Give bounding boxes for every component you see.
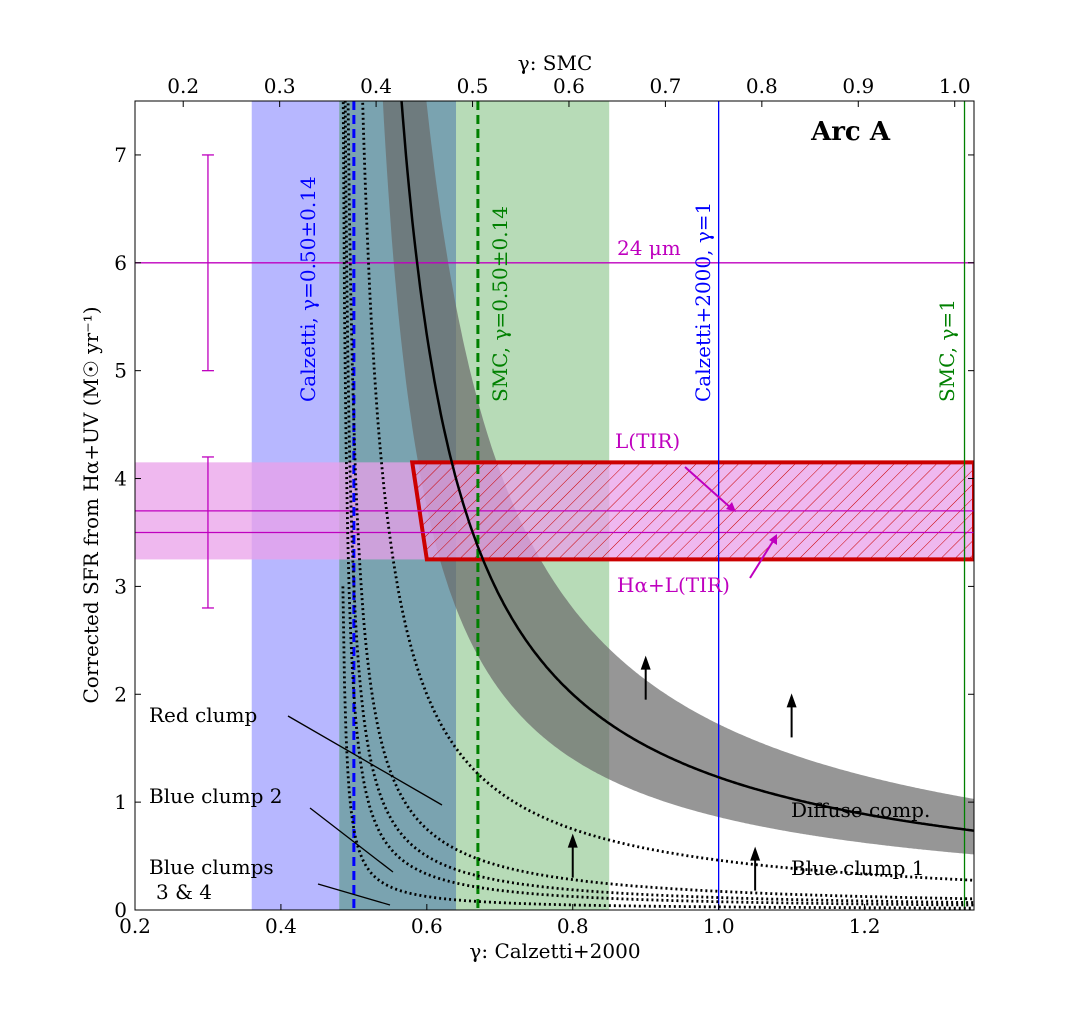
x2-axis-label: γ: SMC <box>518 51 593 75</box>
xtick-label-5: 1.2 <box>849 914 881 938</box>
text-labels: Arc A γ: Calzetti+2000 γ: SMC Corrected … <box>79 51 959 963</box>
x2tick-label-5: 0.7 <box>649 74 681 98</box>
series-blue-clumps-3-4 <box>341 586 974 910</box>
calzetti-gamma1-label: Calzetti+2000, γ=1 <box>691 202 715 402</box>
series-diffuse-comp- <box>361 101 974 882</box>
lower-limit-head-0 <box>640 655 651 670</box>
tir-pointer-head <box>726 502 736 512</box>
xtick-label-3: 0.8 <box>557 914 589 938</box>
red-clump-pointer <box>287 715 443 806</box>
ytick-label-5: 5 <box>114 359 127 383</box>
x2tick-label-4: 0.6 <box>553 74 585 98</box>
calzetti-band-label: Calzetti, γ=0.50±0.14 <box>296 176 320 402</box>
plot-frame <box>134 100 975 911</box>
plot-area <box>135 101 974 910</box>
ir-24um-label: 24 μm <box>617 236 681 260</box>
blue-clumps-34-pointer <box>317 883 391 906</box>
blue-clump-2-pointer <box>309 807 394 873</box>
lower-limit-head-2 <box>567 833 578 848</box>
chart-title: Arc A <box>810 117 891 147</box>
total-uncertainty-band <box>382 101 974 855</box>
tir-pointer <box>684 466 733 510</box>
blue-clump-1-label: Blue clump 1 <box>791 856 925 880</box>
x2tick-label-8: 1.0 <box>939 74 971 98</box>
x2tick-label-1: 0.3 <box>264 74 296 98</box>
ytick-label-3: 3 <box>114 574 127 598</box>
ytick-label-6: 6 <box>114 251 127 275</box>
red-clump-label: Red clump <box>149 703 257 727</box>
y-axis-label: Corrected SFR from Hα+UV (M☉ yr⁻¹) <box>79 306 103 703</box>
ytick-label-4: 4 <box>114 467 127 491</box>
x2tick-label-0: 0.2 <box>167 74 199 98</box>
series-red-clump <box>346 101 974 901</box>
blue-clumps-34-label-2: 3 & 4 <box>156 880 212 904</box>
axes: 0.2 0.4 0.6 0.8 1.0 1.2 0.2 0.3 0.4 0.5 0.6 0.7 0.8 0… <box>114 74 974 938</box>
x-axis-label: γ: Calzetti+2000 <box>469 939 640 963</box>
ha-tir-label: Hα+L(TIR) <box>617 573 730 597</box>
x2tick-label-6: 0.8 <box>746 74 778 98</box>
blue-clumps-34-label-1: Blue clumps <box>149 855 274 879</box>
ytick-label-1: 1 <box>114 790 127 814</box>
blue-clump-2-label: Blue clump 2 <box>149 784 283 808</box>
tir-label: L(TIR) <box>615 429 680 453</box>
xtick-label-4: 1.0 <box>703 914 735 938</box>
ytick-label-2: 2 <box>114 682 127 706</box>
ytick-label-7: 7 <box>114 143 127 167</box>
ha-tir-pointer-head <box>769 534 777 545</box>
lower-limit-head-1 <box>786 693 797 708</box>
x2tick-label-3: 0.5 <box>457 74 489 98</box>
smc-band-label: SMC, γ=0.50±0.14 <box>488 206 512 402</box>
series-blue-clump-2 <box>341 101 974 907</box>
x2tick-label-7: 0.9 <box>842 74 874 98</box>
series-arc-a-total <box>400 101 974 832</box>
lower-limit-head-3 <box>750 846 761 861</box>
smc-gamma1-label: SMC, γ=1 <box>935 299 959 402</box>
xtick-label-1: 0.4 <box>265 914 297 938</box>
x2tick-label-2: 0.4 <box>360 74 392 98</box>
ytick-label-0: 0 <box>114 898 127 922</box>
xtick-label-2: 0.6 <box>411 914 443 938</box>
diffuse-label: Diffuse comp. <box>791 798 930 822</box>
ha-tir-pointer <box>749 537 776 579</box>
xtick-label-0: 0.2 <box>119 914 151 938</box>
